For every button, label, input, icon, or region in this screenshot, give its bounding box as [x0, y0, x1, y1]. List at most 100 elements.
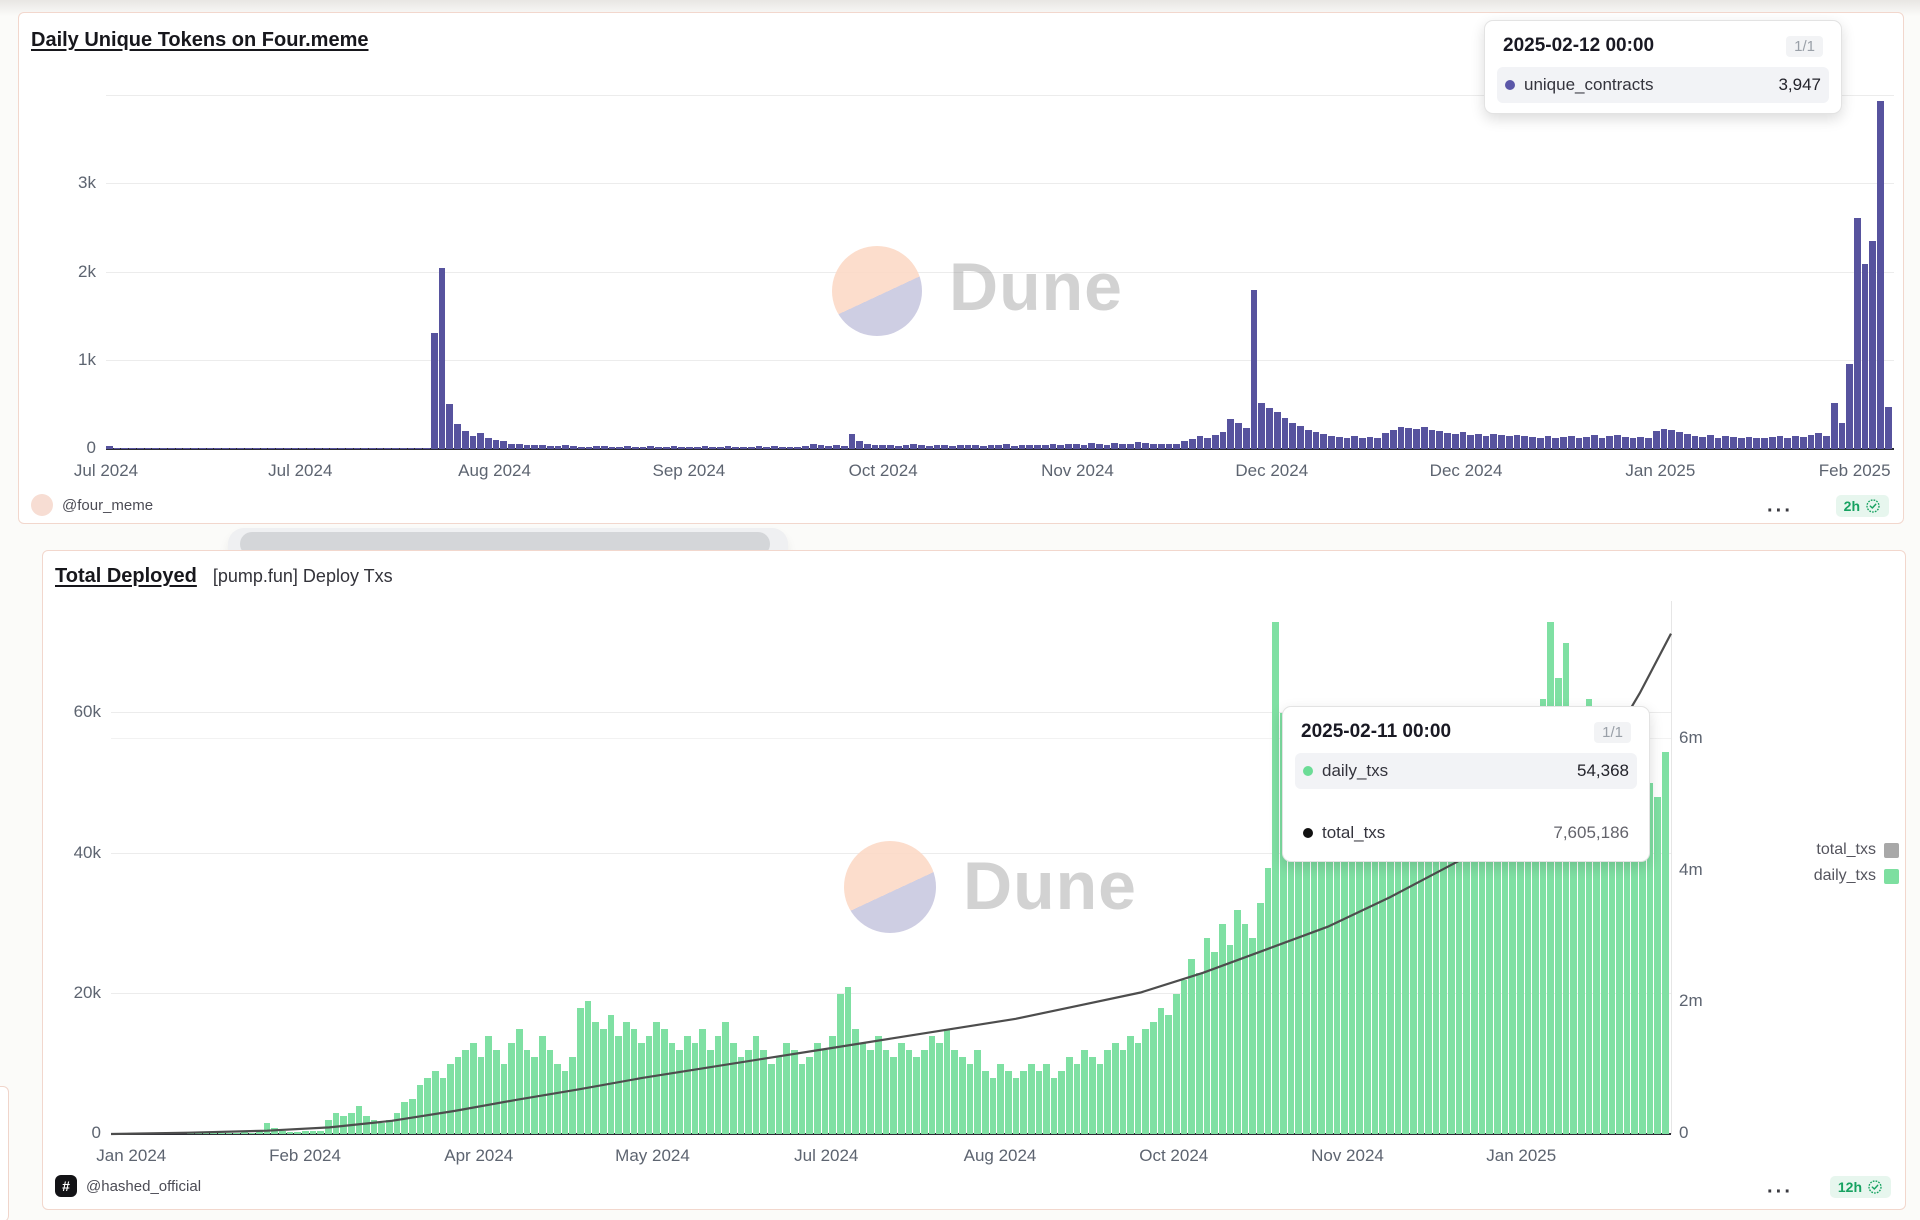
y-axis-label: 4m [1679, 859, 1703, 879]
bar [569, 1056, 577, 1134]
bar [1297, 426, 1304, 449]
bar [492, 439, 500, 449]
bar [355, 1105, 363, 1134]
bar [717, 446, 724, 449]
options-menu-button[interactable]: ··· [1767, 500, 1793, 522]
bar [1027, 1063, 1035, 1134]
legend-item-total-txs[interactable]: total_txs [1816, 841, 1899, 859]
chart-card-pump-fun: Total Deployed [pump.fun] Deploy Txs Dune… [42, 550, 1906, 1210]
bar [1444, 433, 1451, 449]
bar [949, 445, 956, 449]
bar [438, 268, 446, 449]
bar [1081, 1049, 1088, 1134]
bar [538, 1035, 546, 1134]
bar [1142, 1028, 1150, 1134]
bar [1621, 437, 1629, 449]
bar [523, 444, 531, 449]
bar [447, 1063, 454, 1134]
bar [439, 1077, 447, 1134]
bar [1425, 818, 1432, 1134]
y-axis-label: 0 [91, 1123, 101, 1142]
author-handle[interactable]: @hashed_official [86, 1177, 202, 1195]
chart-title-link[interactable]: Daily Unique Tokens on Four.meme [31, 29, 369, 51]
y-axis-label: 40k [73, 842, 101, 862]
bar [1188, 958, 1195, 1134]
bar [577, 446, 585, 449]
refresh-badge[interactable]: 12h [1829, 1176, 1891, 1198]
bar [1281, 418, 1289, 449]
x-axis-label: Aug 2024 [963, 1146, 1037, 1165]
tooltip-date: 2025-02-11 00:00 [1301, 721, 1452, 742]
tooltip-row: total_txs 7,605,186 [1295, 815, 1637, 851]
bar [1567, 435, 1575, 449]
attribution[interactable]: # @hashed_official [55, 1175, 201, 1197]
bar [384, 448, 392, 449]
legend-item-daily-txs[interactable]: daily_txs [1814, 867, 1899, 885]
bar [1600, 755, 1608, 1134]
bar [661, 1028, 668, 1134]
bar [592, 1021, 599, 1134]
bar [1134, 442, 1142, 449]
bar [910, 444, 918, 449]
bar [233, 1132, 240, 1134]
bar [485, 1035, 493, 1134]
x-axis-label: Apr 2024 [444, 1146, 514, 1165]
bar [446, 403, 454, 449]
tooltip-row: unique_contracts 3,947 [1497, 67, 1829, 103]
bar [1505, 436, 1513, 449]
bar [1714, 437, 1722, 449]
bar [484, 437, 492, 449]
bar [1289, 422, 1297, 449]
bar [260, 448, 268, 449]
bar [276, 448, 283, 449]
bar [291, 448, 299, 449]
refresh-age: 12h [1837, 1179, 1862, 1195]
bar [600, 1028, 607, 1134]
bar [951, 1049, 959, 1134]
tooltip-series-label: unique_contracts [1505, 75, 1653, 95]
bar [913, 1056, 920, 1134]
bar [897, 1042, 905, 1134]
bar [1181, 441, 1188, 449]
bar [1041, 444, 1049, 449]
attribution[interactable]: @four_meme [31, 494, 153, 516]
bar [1219, 432, 1227, 449]
bar [1877, 100, 1884, 449]
bar [1544, 436, 1552, 449]
bar [1440, 839, 1448, 1134]
tooltip-value: 7,605,186 [1553, 823, 1629, 842]
bar [1196, 435, 1204, 449]
bar [771, 446, 778, 449]
bar [399, 448, 407, 449]
refresh-age: 2h [1843, 498, 1860, 514]
refresh-badge[interactable]: 2h [1835, 495, 1889, 517]
bar [508, 1042, 515, 1134]
author-handle[interactable]: @four_meme [62, 496, 154, 514]
bar [546, 445, 554, 449]
bar [225, 1133, 233, 1134]
verified-icon [1866, 499, 1880, 513]
bar [1575, 437, 1583, 449]
bar [1072, 444, 1080, 449]
gridline [111, 992, 1671, 994]
chart-title-link[interactable]: Total Deployed [55, 565, 197, 587]
bar [662, 446, 670, 449]
verified-icon [1868, 1180, 1882, 1194]
bar [217, 1133, 225, 1134]
bar [1486, 797, 1493, 1134]
x-axis-label: Jan 2024 [96, 1146, 167, 1165]
bar [1134, 1042, 1142, 1134]
bar [778, 446, 786, 449]
bar [248, 1132, 256, 1134]
options-menu-button[interactable]: ··· [1767, 1181, 1793, 1203]
bar [956, 444, 964, 449]
bar [699, 1028, 706, 1134]
series-dot-icon [1303, 766, 1313, 776]
bar [1784, 437, 1792, 449]
bar [1707, 435, 1714, 449]
bar [1104, 1049, 1111, 1134]
tooltip-header: 2025-02-12 00:00 1/1 [1497, 33, 1829, 67]
bar [1325, 818, 1333, 1134]
bar [1623, 769, 1631, 1134]
bar [813, 1042, 821, 1134]
